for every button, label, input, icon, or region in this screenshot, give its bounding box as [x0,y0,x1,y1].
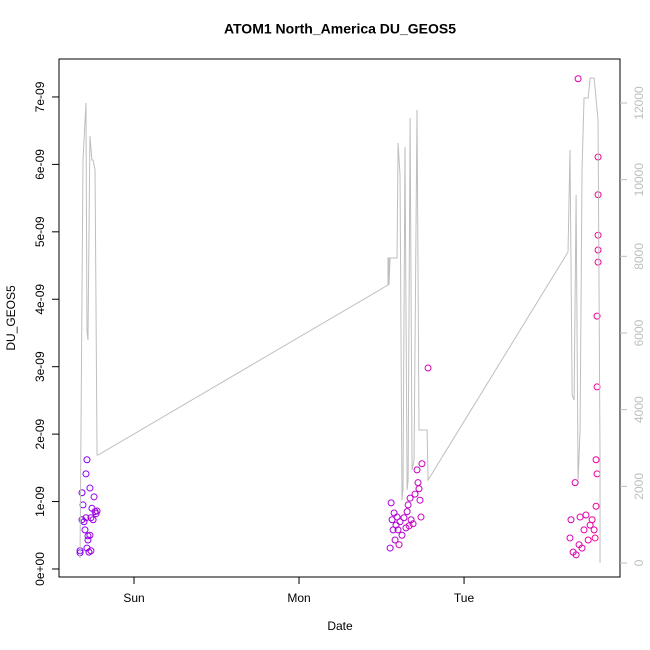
point [567,516,575,524]
point [584,536,592,544]
y-tick-label: 4e-09 [33,284,47,315]
point [580,526,588,534]
point [594,246,602,254]
point [593,312,601,320]
point [590,526,598,534]
y-tick-label: 1e-09 [33,486,47,517]
point [82,514,90,522]
point [398,531,406,539]
point [83,456,91,464]
point [403,508,411,516]
point [394,526,402,534]
point [391,536,399,544]
y2-tick-label: 2000 [632,473,646,500]
y2-tick-label: 0 [632,559,646,566]
y-tick-label: 5e-09 [33,216,47,247]
plot-box [58,58,621,578]
point [84,532,92,540]
point [395,541,403,549]
point [392,521,400,529]
point [594,258,602,266]
point [582,511,590,519]
point [417,513,425,521]
point [81,526,89,534]
point [386,544,394,552]
point [387,499,395,507]
point [78,516,86,524]
point [592,502,600,510]
point [93,507,101,515]
y2-tick-label: 12000 [632,86,646,120]
point [572,551,580,559]
point [566,534,574,542]
x-tick-label: Sun [123,591,144,605]
point [89,516,97,524]
point [90,493,98,501]
point [87,547,95,555]
y-tick-label: 3e-09 [33,351,47,382]
point [578,544,586,552]
point [592,456,600,464]
point [396,518,404,526]
point [406,494,414,502]
point [404,501,412,509]
x-tick-label: Tue [454,591,475,605]
y2-tick-label: 8000 [632,243,646,270]
y-axis-label: DU_GEOS5 [4,285,18,351]
y-tick-label: 0e+00 [33,552,47,586]
point [86,484,94,492]
y-tick-label: 7e-09 [33,81,47,112]
chart-title: ATOM1 North_America DU_GEOS5 [224,21,456,37]
point [407,516,415,524]
point [84,536,92,544]
point [418,460,426,468]
y-tick-label: 6e-09 [33,149,47,180]
point [415,485,423,493]
y2-tick-label: 6000 [632,319,646,346]
point [594,231,602,239]
point [571,479,579,487]
point [413,466,421,474]
y2-tick-label: 10000 [632,163,646,197]
point [405,522,413,530]
point [85,548,93,556]
point [588,516,596,524]
line [78,77,601,564]
point [82,470,90,478]
x-tick-label: Mon [287,591,310,605]
point [416,496,424,504]
y-tick-label: 2e-09 [33,418,47,449]
point [424,364,432,372]
point [591,534,599,542]
point [87,514,95,522]
point [400,514,408,522]
point [576,513,584,521]
point [80,518,88,526]
point [78,489,86,497]
point [411,490,419,498]
y2-tick-label: 4000 [632,396,646,423]
point [574,75,582,83]
point [409,520,417,528]
x-axis-label: Date [327,619,353,633]
